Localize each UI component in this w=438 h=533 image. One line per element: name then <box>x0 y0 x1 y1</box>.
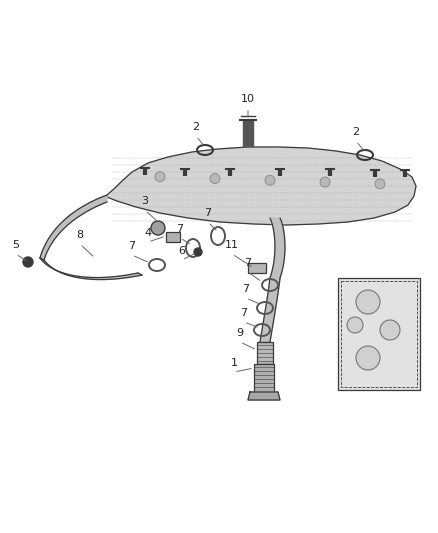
Polygon shape <box>248 392 280 400</box>
Text: 2: 2 <box>192 122 200 132</box>
Polygon shape <box>260 278 280 342</box>
Text: 5: 5 <box>13 240 20 250</box>
Text: 7: 7 <box>205 208 212 218</box>
Polygon shape <box>107 147 416 225</box>
Text: 7: 7 <box>244 258 251 268</box>
Circle shape <box>347 317 363 333</box>
Bar <box>166 232 180 242</box>
Bar <box>257 342 273 364</box>
Text: 4: 4 <box>145 228 152 238</box>
Text: 2: 2 <box>353 127 360 137</box>
Text: 7: 7 <box>243 284 250 294</box>
Bar <box>248 263 266 273</box>
Bar <box>243 120 253 146</box>
Text: 7: 7 <box>177 224 184 234</box>
Polygon shape <box>40 195 107 260</box>
Text: 6: 6 <box>179 246 186 256</box>
Text: 8: 8 <box>77 230 84 240</box>
Circle shape <box>380 320 400 340</box>
Circle shape <box>210 174 220 183</box>
Circle shape <box>155 172 165 182</box>
Text: 10: 10 <box>241 94 255 104</box>
Bar <box>254 364 274 392</box>
Circle shape <box>375 179 385 189</box>
Polygon shape <box>270 218 285 278</box>
Text: 7: 7 <box>128 241 136 251</box>
Text: 3: 3 <box>141 196 148 206</box>
Circle shape <box>356 346 380 370</box>
Circle shape <box>356 290 380 314</box>
Text: 9: 9 <box>237 328 244 338</box>
Circle shape <box>194 248 202 256</box>
Text: 7: 7 <box>240 308 247 318</box>
Circle shape <box>265 175 275 185</box>
Bar <box>341 281 417 387</box>
Text: 1: 1 <box>230 358 237 368</box>
Circle shape <box>23 257 33 267</box>
Text: 11: 11 <box>225 240 239 250</box>
Bar <box>338 278 420 390</box>
Circle shape <box>151 221 165 235</box>
Circle shape <box>320 177 330 187</box>
Polygon shape <box>40 258 142 279</box>
